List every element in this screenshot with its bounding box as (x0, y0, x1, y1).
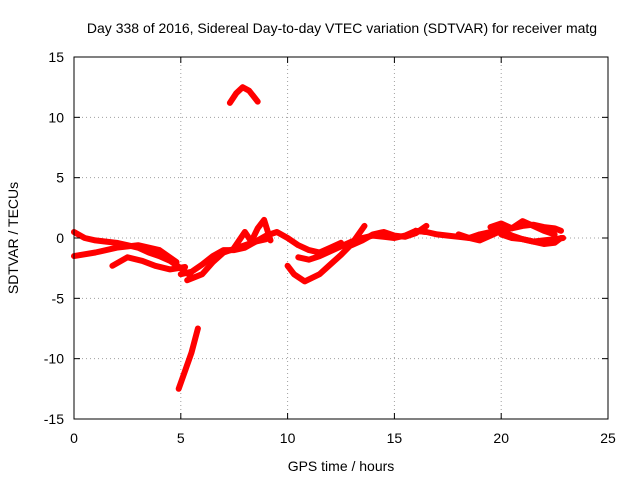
x-tick-label: 10 (280, 430, 296, 446)
y-tick-label: -10 (44, 351, 64, 367)
satellite-track-3 (109, 254, 189, 273)
x-tick-label: 5 (177, 430, 185, 446)
satellite-track-2 (71, 242, 180, 266)
y-tick-label: -15 (44, 411, 64, 427)
x-tick-labels: 0 5 10 15 20 25 (70, 430, 616, 446)
axis-ticks (73, 56, 609, 420)
y-tick-label: -5 (52, 290, 65, 306)
satellite-track-15 (498, 231, 564, 247)
y-tick-label: 0 (56, 230, 64, 246)
y-tick-label: 5 (56, 170, 64, 186)
y-axis-label: SDTVAR / TECUs (5, 182, 21, 294)
y-tick-labels: -15 -10 -5 0 5 10 15 (44, 49, 64, 427)
x-tick-label: 20 (493, 430, 509, 446)
data-series (71, 84, 567, 392)
y-tick-label: 15 (48, 49, 64, 65)
x-axis-label: GPS time / hours (288, 458, 395, 474)
x-tick-label: 25 (600, 430, 616, 446)
satellite-track-14 (487, 218, 558, 238)
y-tick-label: 10 (48, 109, 64, 125)
satellite-track-8 (231, 216, 274, 251)
x-tick-label: 0 (70, 430, 78, 446)
chart-title: Day 338 of 2016, Sidereal Day-to-day VTE… (87, 20, 597, 36)
satellite-track-6 (175, 325, 201, 392)
x-tick-label: 15 (387, 430, 403, 446)
satellite-track-7 (226, 84, 261, 106)
satellite-track-11 (348, 222, 430, 249)
